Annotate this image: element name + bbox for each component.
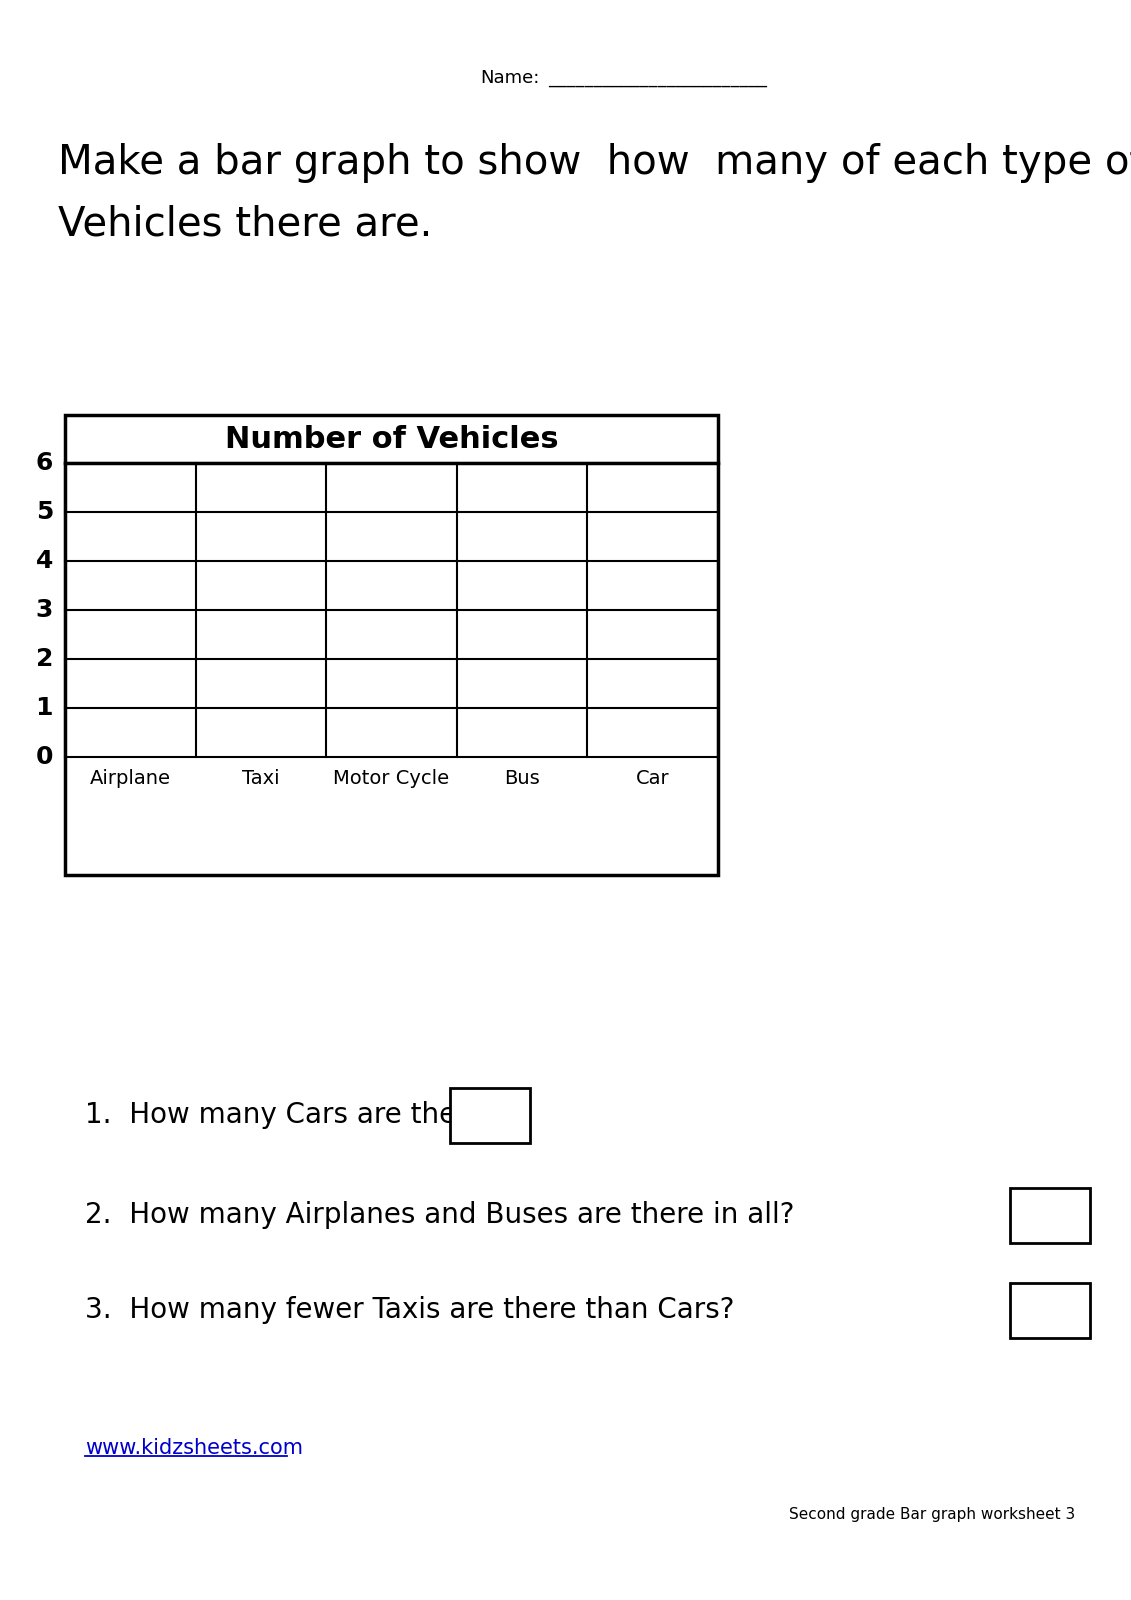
Text: 3: 3 [35, 598, 53, 622]
Text: 1: 1 [35, 696, 53, 720]
Text: Motor Cycle: Motor Cycle [334, 770, 449, 787]
Text: 1.  How many Cars are there?: 1. How many Cars are there? [85, 1101, 499, 1130]
Text: 5: 5 [35, 499, 53, 525]
Text: 2.  How many Airplanes and Buses are there in all?: 2. How many Airplanes and Buses are ther… [85, 1202, 794, 1229]
Text: www.kidzsheets.com: www.kidzsheets.com [85, 1438, 303, 1458]
Text: Airplane: Airplane [89, 770, 171, 787]
Text: Vehicles there are.: Vehicles there are. [58, 205, 432, 245]
Bar [64, 414, 718, 875]
Text: 6: 6 [35, 451, 53, 475]
Text: Car: Car [636, 770, 670, 787]
Bar [1010, 1283, 1090, 1338]
Bar [1010, 1187, 1090, 1243]
Text: 3.  How many fewer Taxis are there than Cars?: 3. How many fewer Taxis are there than C… [85, 1296, 734, 1325]
Text: Taxi: Taxi [242, 770, 279, 787]
Text: ________________________: ________________________ [549, 69, 767, 86]
Text: Number of Vehicles: Number of Vehicles [225, 424, 559, 453]
Text: Bus: Bus [504, 770, 539, 787]
Text: 0: 0 [35, 746, 53, 770]
Bar [450, 1088, 530, 1142]
Text: Second grade Bar graph worksheet 3: Second grade Bar graph worksheet 3 [788, 1507, 1074, 1523]
Text: Name:: Name: [480, 69, 539, 86]
Text: Make a bar graph to show  how  many of each type of: Make a bar graph to show how many of eac… [58, 142, 1131, 182]
Text: 2: 2 [35, 646, 53, 670]
Text: 4: 4 [35, 549, 53, 573]
